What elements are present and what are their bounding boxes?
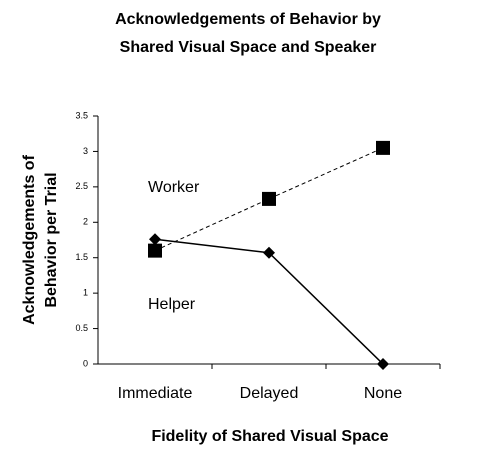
y-tick-label: 2.5 <box>75 181 88 191</box>
marker <box>149 233 161 246</box>
marker <box>376 140 390 155</box>
x-tick-label: Delayed <box>240 385 299 402</box>
x-tick-label: Immediate <box>118 385 193 402</box>
chart-title: Shared Visual Space and Speaker <box>120 39 377 56</box>
y-tick-label: 1.5 <box>75 252 88 262</box>
x-tick-label: None <box>364 385 402 402</box>
x-axis-label: Fidelity of Shared Visual Space <box>151 428 388 445</box>
chart-title: Acknowledgements of Behavior by <box>115 11 381 28</box>
y-tick-label: 0 <box>83 358 88 368</box>
y-tick-label: 3 <box>83 146 88 156</box>
y-tick-label: 3.5 <box>75 110 88 120</box>
marker <box>377 358 389 370</box>
series-label: Worker <box>148 179 200 196</box>
y-tick-label: 2 <box>83 217 88 227</box>
y-axis-label: Behavior per Trial <box>43 172 60 307</box>
y-axis-label: Acknowledgements of <box>21 154 38 324</box>
marker <box>263 246 275 259</box>
y-tick-label: 0.5 <box>75 323 88 333</box>
marker <box>148 243 162 258</box>
y-tick-label: 1 <box>83 288 88 298</box>
series-label: Helper <box>148 296 196 313</box>
marker <box>262 191 276 206</box>
